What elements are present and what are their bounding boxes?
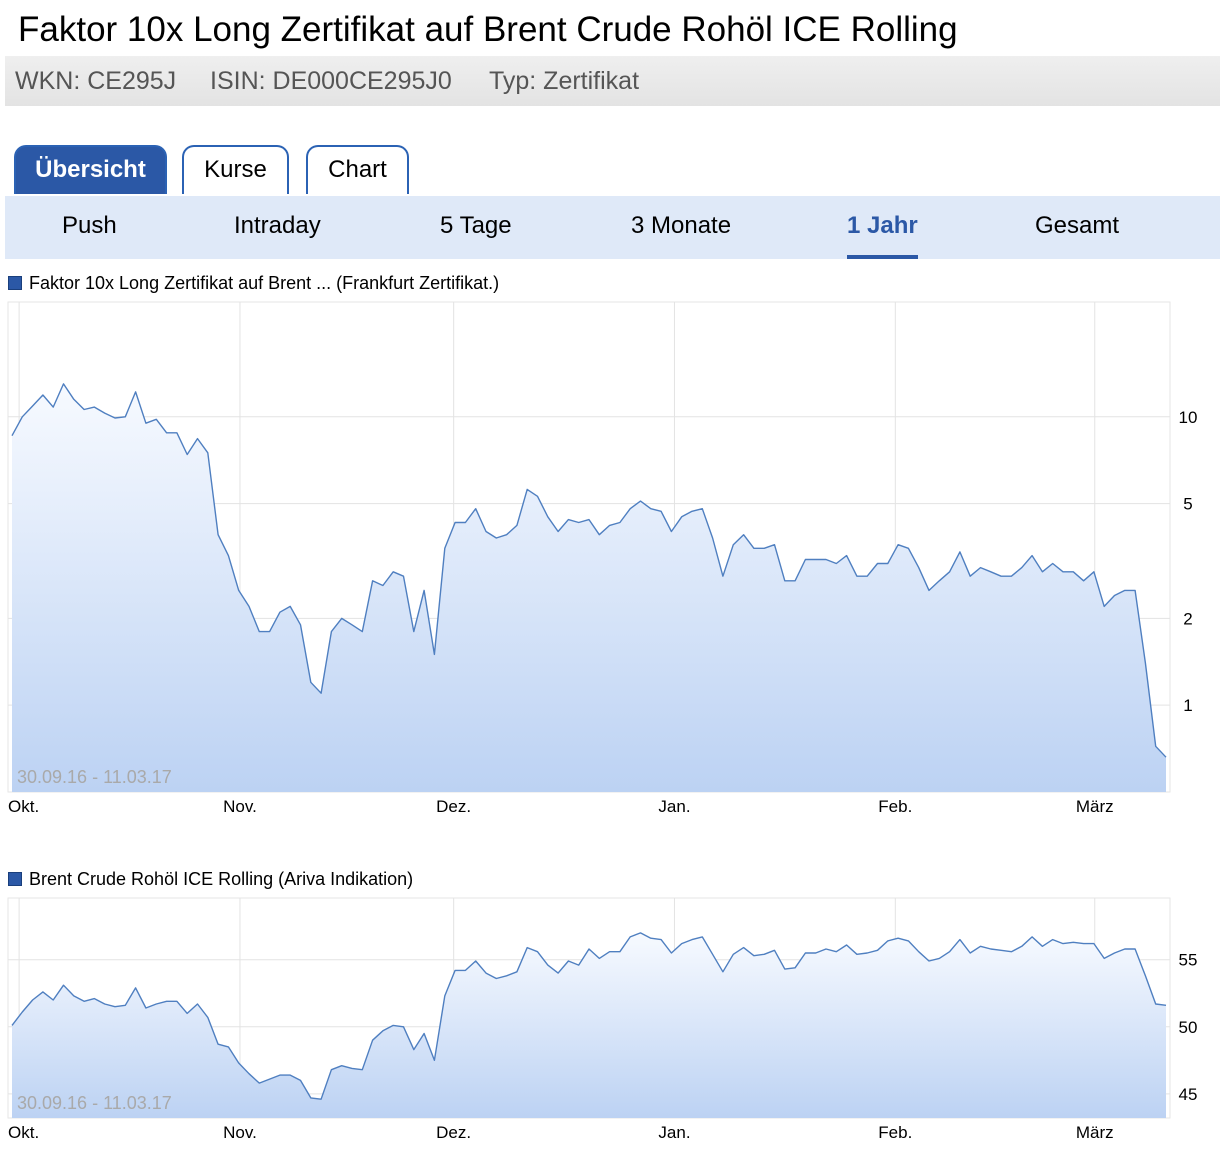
x-tick-label: März [1076,1123,1114,1142]
x-tick-label: Dez. [436,797,471,816]
date-range-label: 30.09.16 - 11.03.17 [17,767,172,787]
series-line [11,383,1167,758]
tab-chart[interactable]: Chart [306,145,409,194]
range-gesamt[interactable]: Gesamt [1035,212,1120,239]
x-tick-label: Okt. [8,797,39,816]
y-tick-label: 1 [1183,696,1192,715]
y-tick-label: 45 [1179,1085,1198,1104]
legend-square-icon [8,872,22,886]
series-area [12,383,1166,792]
x-tick-label: Feb. [878,1123,912,1142]
type-label: Typ: Zertifikat [489,67,640,95]
x-tick-label: März [1076,797,1114,816]
chart2-legend: Brent Crude Rohöl ICE Rolling (Ariva Ind… [8,869,413,890]
x-tick-label: Nov. [223,797,257,816]
range-selector: Push Intraday 5 Tage 3 Monate 1 Jahr Ges… [5,196,1220,259]
y-tick-label: 2 [1183,609,1192,628]
y-tick-label: 50 [1179,1018,1198,1037]
range-intraday[interactable]: Intraday [234,212,321,239]
identifier-bar: WKN: CE295J ISIN: DE000CE295J0 Typ: Zert… [5,56,1220,106]
y-tick-label: 55 [1179,951,1198,970]
x-tick-label: Jan. [658,797,690,816]
series-line [11,932,1167,1100]
tab-uebersicht[interactable]: Übersicht [14,145,167,194]
active-range-underline [847,255,918,259]
chart1-legend: Faktor 10x Long Zertifikat auf Brent ...… [8,273,499,294]
x-tick-label: Dez. [436,1123,471,1142]
range-3-monate[interactable]: 3 Monate [631,212,732,239]
legend-square-icon [8,276,22,290]
page-title: Faktor 10x Long Zertifikat auf Brent Cru… [18,10,958,49]
range-5-tage[interactable]: 5 Tage [440,212,512,239]
x-tick-label: Feb. [878,797,912,816]
wkn-label: WKN: CE295J [15,67,177,95]
range-1-jahr[interactable]: 1 Jahr [847,212,918,239]
x-tick-label: Okt. [8,1123,39,1142]
y-tick-label: 10 [1179,408,1198,427]
chart2-legend-label: Brent Crude Rohöl ICE Rolling (Ariva Ind… [29,869,414,889]
isin-label: ISIN: DE000CE295J0 [210,67,452,95]
date-range-label: 30.09.16 - 11.03.17 [17,1093,172,1113]
x-tick-label: Nov. [223,1123,257,1142]
chart1-legend-label: Faktor 10x Long Zertifikat auf Brent ...… [29,273,500,293]
series-area [12,932,1166,1118]
certificate-chart[interactable]: Okt. Nov. Dez. Jan. Feb. März 1 2 5 10 30.09.16 - … [0,300,1220,820]
tab-kurse[interactable]: Kurse [182,145,289,194]
main-tabs: Übersicht Kurse Chart [5,145,1220,198]
y-tick-label: 5 [1183,495,1192,514]
range-push[interactable]: Push [62,212,117,239]
brent-chart[interactable]: Okt. Nov. Dez. Jan. Feb. März 45 50 55 30.09.16 -… [0,896,1220,1146]
x-tick-label: Jan. [658,1123,690,1142]
